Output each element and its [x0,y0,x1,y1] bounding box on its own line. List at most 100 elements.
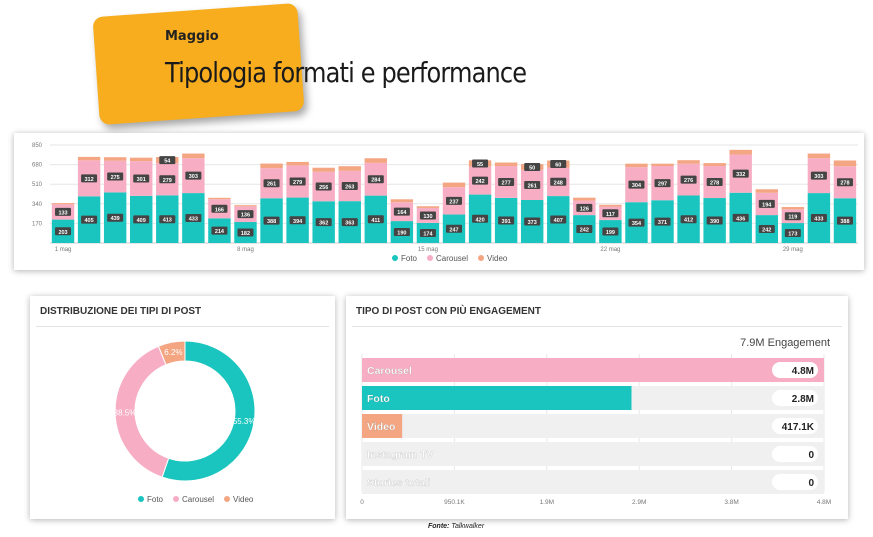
data-label: 373 [528,220,537,226]
donut-slice-foto [161,340,256,482]
bar-category-label: Foto [367,393,390,405]
data-label: 439 [111,216,120,222]
data-label-box [185,171,202,180]
data-label: 119 [788,215,797,221]
data-label-box [602,209,619,218]
data-label-box [472,214,489,223]
data-label: 390 [710,219,719,225]
source-note: Fonte: Talkwalker [428,523,484,530]
data-label-box [628,218,645,227]
data-label: 279 [293,180,302,186]
data-label-box [680,215,697,224]
data-label: 278 [710,181,719,187]
x-tick-label: 22 mag [600,247,620,253]
data-label: 301 [137,177,146,183]
data-label: 407 [554,218,563,224]
value-pill [772,474,818,490]
data-label-box [133,215,150,224]
bar-segment-video [494,162,518,166]
data-label-box [628,180,645,189]
data-label: 199 [606,230,615,236]
data-label: 363 [345,221,354,227]
data-label-box [732,169,749,178]
value-pill [772,390,818,406]
data-label: 388 [267,219,276,225]
data-label-box [341,181,358,190]
data-label-box [654,217,671,226]
bar-segment-video [208,197,231,200]
data-label-box [498,216,515,225]
bar-value-label: 417.1K [782,422,815,433]
data-label-box [289,216,306,225]
daily-chart-legend: Foto Carousel Video [392,254,507,263]
data-label-box [367,175,384,184]
data-label-box [472,176,489,185]
data-label-box [419,228,436,237]
data-label: 371 [658,220,667,226]
bar-segment-video [286,161,309,166]
data-label-box [550,177,567,186]
value-pill [772,418,818,434]
data-label-box [263,216,280,225]
data-label: 190 [397,231,406,237]
bar-track [362,470,824,494]
y-tick-label: 170 [32,221,43,227]
bar-segment-video [103,157,127,161]
bar-segment-video [442,182,466,188]
data-label-box [159,175,176,184]
data-label: 276 [684,178,693,184]
bar-segment-video [260,163,283,169]
bar-foto [362,386,632,410]
bar-segment-video [807,153,831,159]
data-label-box [732,213,749,222]
data-label: 55 [477,162,483,168]
data-label: 391 [502,219,511,225]
data-label-box [107,213,124,222]
data-label-box [758,199,775,208]
data-label: 173 [788,232,797,238]
data-label-box [446,196,462,205]
data-label-box [810,214,827,223]
data-label-box [524,180,541,189]
bar-track [362,414,824,438]
data-label: 413 [163,218,172,224]
data-label: 297 [658,182,667,188]
data-label: 420 [475,217,484,223]
data-label-box [498,177,515,186]
data-label: 409 [137,218,146,224]
data-label: 50 [529,166,535,172]
data-label: 182 [241,231,250,237]
bar-segment-video [182,153,205,159]
bar-segment-video [833,160,857,167]
data-label-box [367,215,384,224]
x-tick-label: 950.1K [444,499,465,506]
bar-segment-video [729,149,752,155]
data-label: 284 [371,178,381,184]
engagement-panel: TIPO DI POST CON PIÙ ENGAGEMENT 7.9M Eng… [346,296,848,519]
data-label: 242 [580,228,589,234]
data-label-box [55,227,72,236]
data-label-box [133,174,150,183]
data-label: 242 [475,179,484,185]
data-label-box [836,216,853,225]
bar-value-label: 0 [808,450,814,461]
donut-slice-label: 6.2% [164,348,182,357]
page-title: Tipologia formati e performance [165,56,527,89]
legend-item-video: Video [478,254,507,263]
data-label-box [315,218,332,227]
data-label-box [211,226,228,235]
distribution-panel: DISTRIBUZIONE DEI TIPI DI POST 55.3% 38.5… [30,296,335,519]
data-label-box [81,174,98,183]
data-label-box [237,210,254,219]
data-label-box [524,163,541,172]
data-label-box [81,215,98,224]
data-label-box [107,172,124,181]
engagement-total: 7.9M Engagement [740,337,830,349]
data-label: 261 [528,183,537,189]
donut-slice-label: 55.3% [233,417,256,426]
data-label: 332 [736,172,745,178]
x-tick-label: 1.9M [540,499,554,506]
bar-segment-video [312,167,335,172]
data-label-box [758,225,775,234]
data-label-box [784,229,801,238]
